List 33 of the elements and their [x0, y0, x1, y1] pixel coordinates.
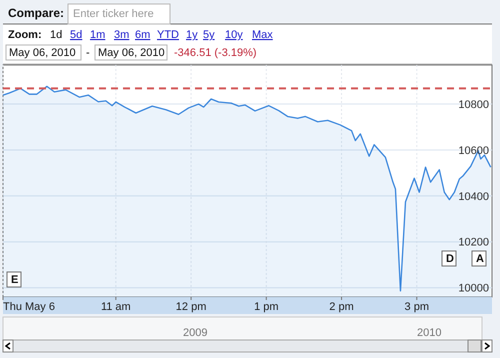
x-tick-label: 3 pm [404, 301, 430, 313]
text: YTD [157, 29, 180, 41]
text: Zoom: [8, 29, 42, 41]
text: 5y [203, 29, 216, 41]
text: - [86, 47, 90, 59]
text: 1y [186, 29, 198, 41]
y-tick-label: 10800 [458, 98, 489, 111]
x-tick-label: 12 pm [176, 301, 206, 313]
text: 1m [90, 29, 106, 41]
text: 6m [135, 29, 150, 41]
y-tick-label: 10000 [458, 282, 489, 295]
annotation: D [446, 253, 454, 265]
y-tick-label: 10200 [458, 236, 489, 249]
text: 2010 [417, 327, 442, 339]
x-tick-label: 11 am [100, 301, 131, 313]
text: 2009 [183, 327, 208, 339]
text: Enter ticker here [73, 8, 154, 20]
annotation: A [476, 253, 484, 265]
y-tick-label: 10600 [458, 144, 489, 157]
text: Max [252, 29, 274, 41]
x-tick-label: 1 pm [254, 301, 279, 313]
text: Compare: [8, 6, 64, 20]
text: May 06, 2010 [98, 47, 165, 59]
x-tick-label: 2 pm [329, 301, 354, 313]
annotation: E [11, 274, 18, 286]
x-tick-label: Thu May 6 [3, 301, 55, 313]
text: -346.51 (-3.19%) [174, 47, 257, 59]
text: May 06, 2010 [9, 47, 76, 59]
text: 10y [225, 29, 244, 41]
text: 1d [50, 29, 62, 41]
y-tick-label: 10400 [458, 190, 489, 203]
text: 3m [114, 29, 130, 41]
text: 5d [70, 29, 82, 41]
